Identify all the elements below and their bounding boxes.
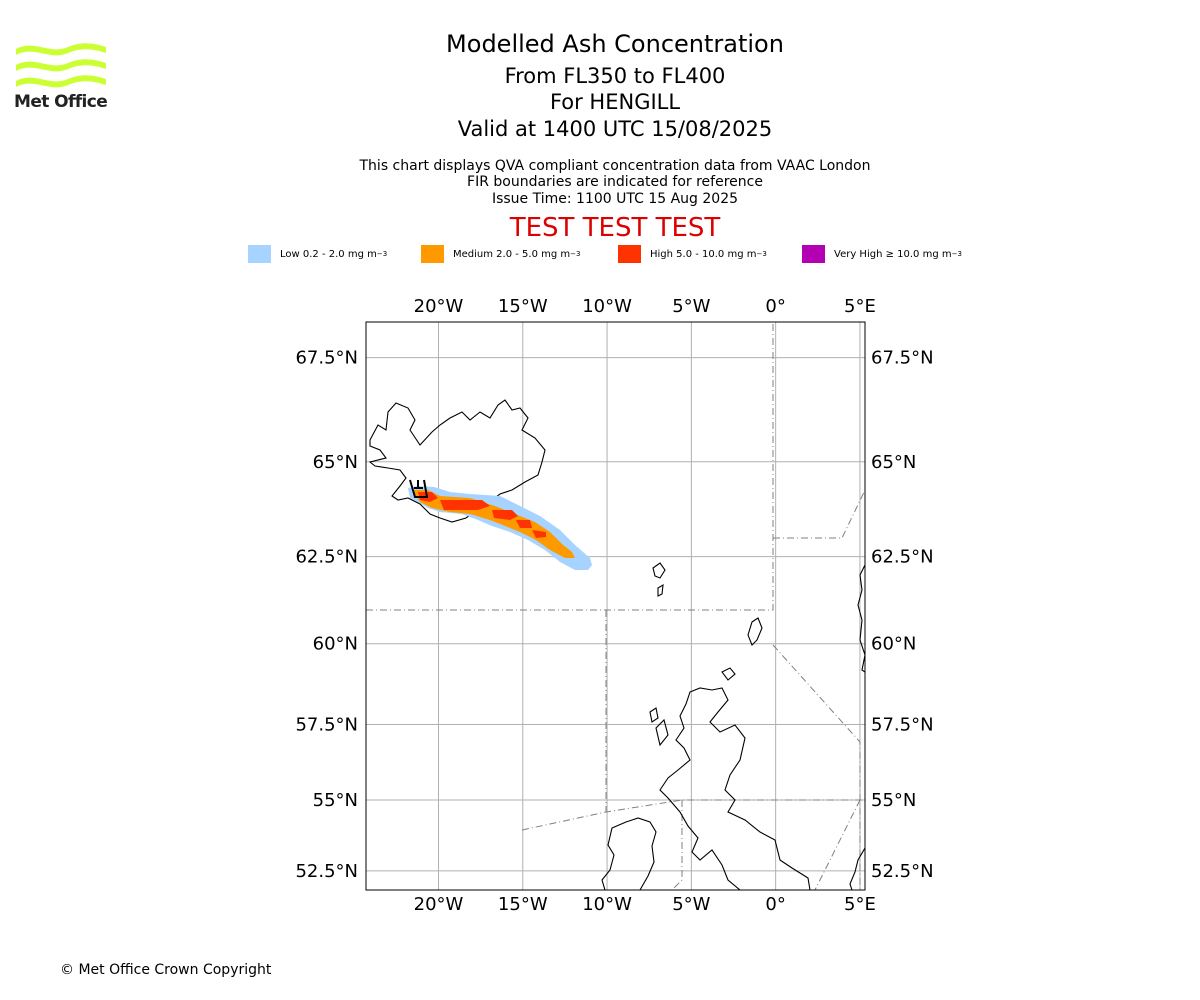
- lat-tick-label-right: 67.5°N: [871, 348, 934, 369]
- orkney-islands: [721, 667, 736, 681]
- lat-tick-label-left: 65°N: [313, 452, 358, 473]
- map-frame: [365, 321, 866, 891]
- lat-tick-label-right: 62.5°N: [871, 547, 934, 568]
- hengill-volcano-symbol: [409, 479, 429, 498]
- legend-item-high: High 5.0 - 10.0 mg m −3: [618, 244, 767, 264]
- lat-tick-label-right: 60°N: [871, 634, 916, 655]
- lon-tick-label-top: 0°: [765, 296, 785, 317]
- lon-tick-label-bottom: 5°E: [844, 894, 876, 915]
- info-line-2: FIR boundaries are indicated for referen…: [467, 174, 763, 190]
- lat-tick-label-left: 55°N: [313, 790, 358, 811]
- flight-levels: From FL350 to FL400: [504, 64, 726, 88]
- legend-label-medium: Medium 2.0 - 5.0 mg m: [453, 248, 571, 260]
- volcano-name: For HENGILL: [549, 90, 681, 114]
- lon-tick-label-bottom: 10°W: [582, 894, 632, 915]
- met-office-logo-text: Met Office: [14, 92, 108, 112]
- legend-swatch-medium: [421, 245, 444, 263]
- shetland-islands: [747, 617, 763, 646]
- legend-label-low: Low 0.2 - 2.0 mg m: [280, 248, 377, 260]
- issue-time: Issue Time: 1100 UTC 15 Aug 2025: [491, 191, 739, 207]
- legend-swatch-very-high: [802, 245, 825, 263]
- legend-item-very-high: Very High ≥ 10.0 mg m −3: [802, 244, 962, 264]
- lon-tick-label-bottom: 15°W: [498, 894, 548, 915]
- ash-plume: [408, 486, 592, 570]
- legend-swatch-high: [618, 245, 641, 263]
- legend-label-high: High 5.0 - 10.0 mg m: [650, 248, 757, 260]
- ireland-coast: [601, 817, 657, 890]
- lon-tick-label-top: 20°W: [414, 296, 464, 317]
- norway-coast: [857, 564, 865, 673]
- lat-tick-label-left: 62.5°N: [295, 547, 358, 568]
- iceland-coast: [368, 399, 546, 523]
- continent-coast: [849, 847, 865, 890]
- info-line-1: This chart displays QVA compliant concen…: [359, 158, 871, 174]
- coastlines: [368, 399, 865, 890]
- lon-tick-label-bottom: 5°W: [672, 894, 710, 915]
- legend-swatch-low: [248, 245, 271, 263]
- lon-tick-label-bottom: 20°W: [414, 894, 464, 915]
- lat-tick-label-left: 57.5°N: [295, 715, 358, 736]
- hebrides: [649, 707, 669, 747]
- valid-time: Valid at 1400 UTC 15/08/2025: [457, 117, 773, 141]
- lat-tick-label-left: 60°N: [313, 634, 358, 655]
- copyright: © Met Office Crown Copyright: [60, 962, 272, 978]
- lon-tick-label-top: 10°W: [582, 296, 632, 317]
- lat-tick-label-right: 55°N: [871, 790, 916, 811]
- lat-tick-label-right: 65°N: [871, 452, 916, 473]
- lat-tick-label-right: 52.5°N: [871, 861, 934, 882]
- met-office-logo: [16, 43, 106, 88]
- lat-tick-label-left: 52.5°N: [295, 861, 358, 882]
- lon-tick-label-bottom: 0°: [765, 894, 785, 915]
- fir-boundaries: [366, 322, 865, 890]
- test-banner: TEST TEST TEST: [509, 213, 721, 243]
- lon-tick-label-top: 15°W: [498, 296, 548, 317]
- legend-label-very-high: Very High ≥ 10.0 mg m: [834, 248, 952, 260]
- map-background: [366, 322, 865, 890]
- lon-tick-label-top: 5°W: [672, 296, 710, 317]
- legend-item-medium: Medium 2.0 - 5.0 mg m −3: [421, 244, 580, 264]
- axis-tick-labels: 20°W 20°W 15°W 15°W 10°W 10°W 5°W 5°W 0° 0° 5°E 5°E…: [295, 296, 933, 915]
- lat-tick-label-right: 57.5°N: [871, 715, 934, 736]
- scotland-coast: [659, 687, 811, 890]
- ash-high-area: [418, 492, 546, 538]
- chart-title: Modelled Ash Concentration: [446, 30, 784, 58]
- lat-tick-label-left: 67.5°N: [295, 348, 358, 369]
- faroe-islands: [652, 562, 666, 597]
- lon-tick-label-top: 5°E: [844, 296, 876, 317]
- legend-item-low: Low 0.2 - 2.0 mg m −3: [248, 244, 387, 264]
